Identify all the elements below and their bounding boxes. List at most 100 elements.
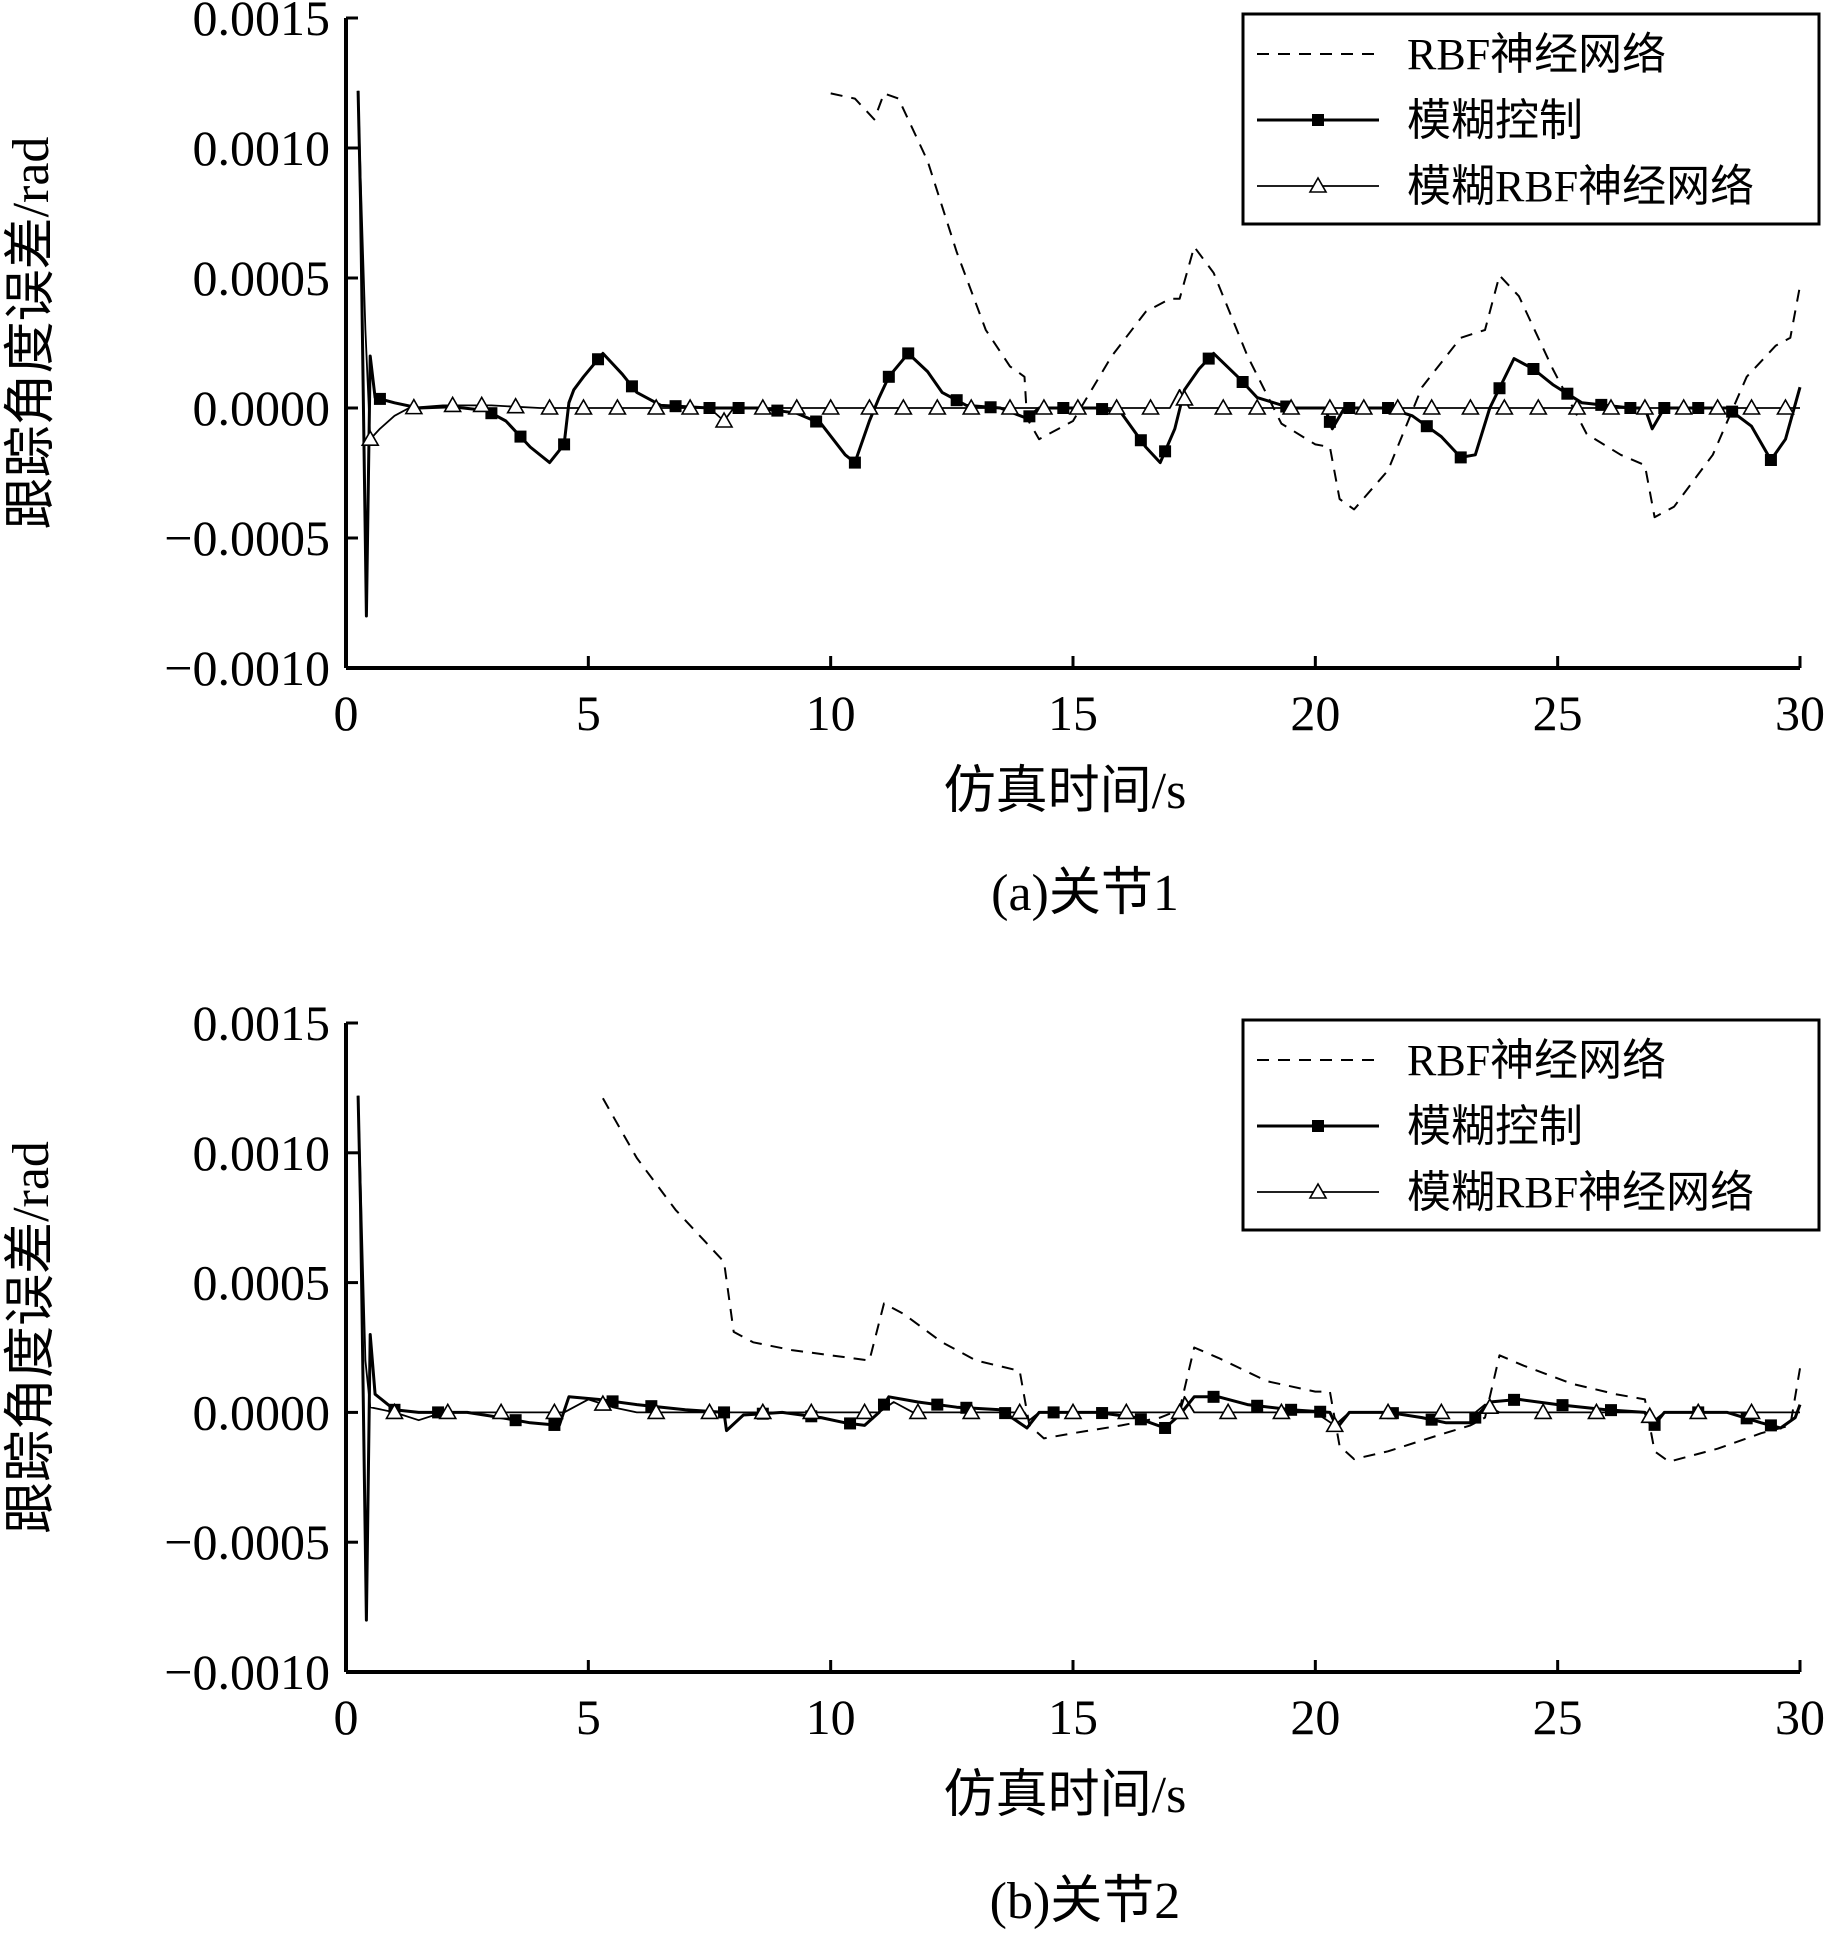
series-line — [830, 92, 1801, 519]
x-axis-title: 仿真时间/s — [944, 763, 1187, 820]
triangle-marker — [404, 398, 424, 415]
y-tick-label: 0.0000 — [193, 380, 331, 436]
triangle-marker — [385, 1402, 404, 1420]
square-marker — [1764, 454, 1777, 466]
square-marker — [950, 394, 963, 407]
triangle-marker — [893, 398, 913, 415]
triangle-marker — [1141, 398, 1160, 415]
triangle-marker — [1010, 1402, 1030, 1420]
y-tick-label: 0.0000 — [193, 1384, 331, 1440]
x-tick-label: 10 — [806, 685, 856, 741]
series-1 — [830, 92, 1801, 519]
square-marker — [1159, 445, 1172, 458]
x-tick-label: 0 — [334, 1689, 359, 1745]
triangle-marker — [1640, 1406, 1660, 1424]
triangle-marker — [1000, 398, 1020, 415]
triangle-marker — [860, 398, 879, 415]
square-marker — [844, 1417, 857, 1430]
legend-triangle-marker — [1308, 1182, 1328, 1199]
triangle-marker — [1528, 398, 1548, 415]
legend-triangle-marker — [1308, 176, 1328, 193]
y-tick-label: −0.0010 — [164, 1644, 330, 1700]
triangle-marker — [787, 398, 807, 415]
series-3 — [357, 90, 1800, 447]
square-marker — [848, 456, 861, 469]
square-marker — [1420, 420, 1433, 433]
x-tick-label: 15 — [1048, 685, 1098, 741]
triangle-marker — [1708, 398, 1727, 415]
x-tick-label: 10 — [806, 1689, 856, 1745]
square-marker — [509, 1414, 522, 1427]
y-tick-label: 0.0015 — [193, 0, 331, 46]
triangle-marker — [753, 398, 773, 415]
panel-caption: (b)关节2 — [990, 1873, 1181, 1930]
y-axis-title: 跟踪角度误差/rad — [3, 1141, 60, 1534]
y-tick-label: −0.0010 — [164, 640, 330, 696]
triangle-marker — [472, 395, 492, 413]
triangle-marker — [1063, 1402, 1083, 1420]
triangle-marker — [801, 1402, 821, 1420]
square-marker — [902, 347, 915, 360]
triangle-marker — [1422, 398, 1442, 415]
y-tick-label: 0.0010 — [193, 1125, 331, 1181]
legend-square-marker — [1312, 1120, 1324, 1132]
square-marker — [1096, 403, 1109, 416]
square-marker — [1159, 1421, 1172, 1434]
triangle-marker — [1354, 398, 1374, 415]
triangle-marker — [608, 398, 627, 415]
triangle-marker — [491, 1402, 511, 1420]
square-marker — [514, 430, 527, 443]
triangle-marker — [927, 398, 947, 415]
series-3 — [357, 1095, 1800, 1433]
square-marker — [1764, 1419, 1777, 1432]
triangle-marker — [855, 1402, 874, 1420]
square-marker — [558, 438, 571, 451]
triangle-marker — [1567, 398, 1587, 415]
triangle-marker — [646, 1402, 666, 1420]
x-tick-label: 20 — [1290, 685, 1340, 741]
triangle-marker — [1480, 1397, 1500, 1415]
square-marker — [1561, 387, 1574, 400]
legend-square-marker — [1312, 114, 1324, 126]
triangle-marker — [821, 398, 841, 415]
square-marker — [1527, 363, 1540, 375]
square-marker — [1604, 1404, 1617, 1417]
triangle-marker — [961, 398, 981, 415]
square-marker — [771, 404, 784, 417]
x-tick-label: 5 — [576, 685, 601, 741]
square-marker — [1314, 1405, 1327, 1418]
triangle-marker — [1107, 398, 1126, 415]
x-tick-label: 30 — [1775, 685, 1825, 741]
triangle-marker — [1247, 398, 1267, 415]
triangle-marker — [1068, 398, 1088, 415]
legend-label: 模糊RBF神经网络 — [1407, 162, 1754, 211]
y-tick-label: 0.0015 — [193, 995, 331, 1051]
square-marker — [669, 400, 682, 413]
square-marker — [882, 370, 895, 383]
triangle-marker — [1494, 398, 1514, 415]
series-line — [357, 90, 1800, 441]
triangle-marker — [1170, 1402, 1190, 1420]
series-line — [602, 1097, 1801, 1463]
square-marker — [1454, 451, 1467, 464]
triangle-marker — [1213, 398, 1233, 415]
y-tick-label: −0.0005 — [164, 1514, 330, 1570]
square-marker — [1134, 434, 1147, 447]
triangle-marker — [506, 397, 526, 414]
square-marker — [931, 1398, 944, 1411]
legend-label: 模糊控制 — [1407, 96, 1583, 145]
x-tick-label: 0 — [334, 685, 359, 741]
triangle-marker — [545, 1402, 564, 1420]
series-1 — [602, 1097, 1801, 1463]
triangle-marker — [753, 1402, 773, 1420]
square-marker — [592, 353, 605, 366]
x-tick-label: 25 — [1533, 1689, 1583, 1745]
triangle-marker — [1378, 1402, 1398, 1420]
triangle-marker — [540, 398, 559, 415]
triangle-marker — [1674, 398, 1694, 415]
triangle-marker — [1281, 398, 1301, 415]
x-tick-label: 20 — [1290, 1689, 1340, 1745]
square-marker — [1023, 410, 1036, 423]
x-tick-label: 30 — [1775, 1689, 1825, 1745]
square-marker — [606, 1395, 619, 1408]
